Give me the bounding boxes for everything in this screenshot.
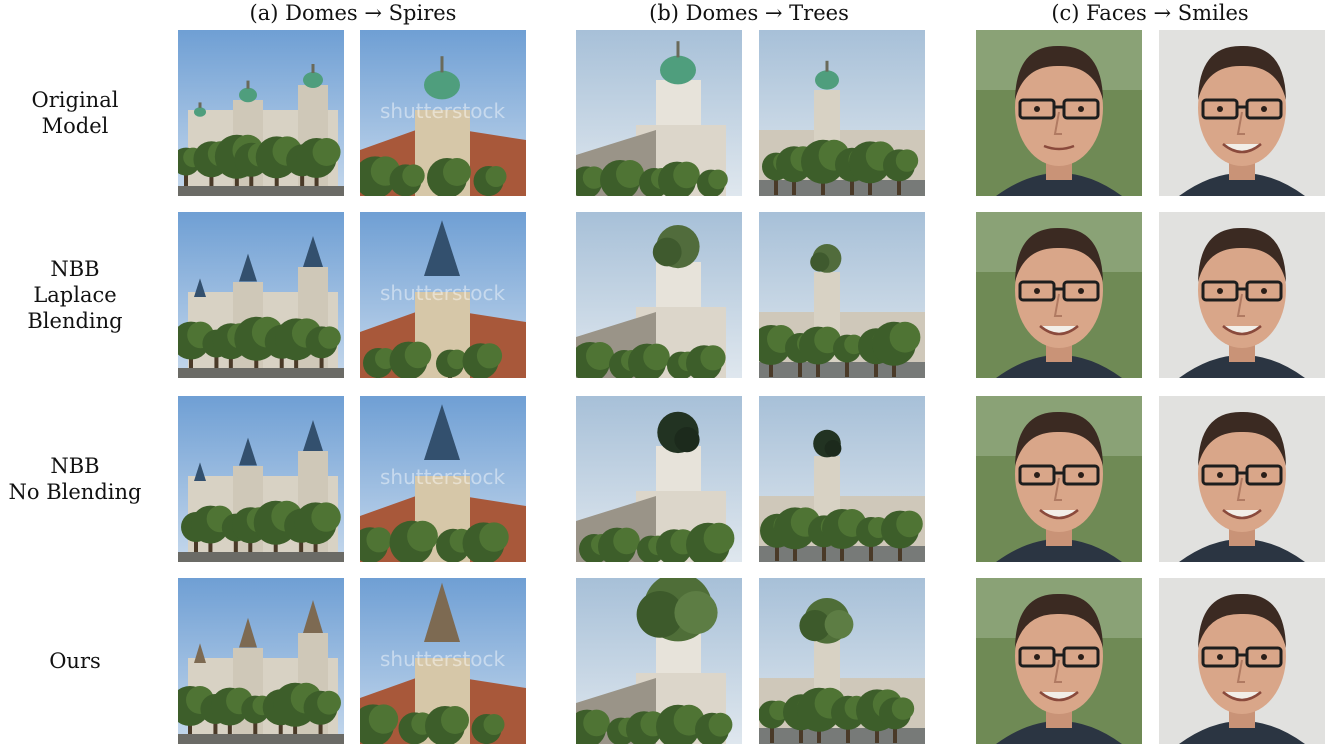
row-label-nbb-no-blending: NBB No Blending — [0, 396, 150, 562]
image-ours-trees-1 — [576, 578, 742, 744]
column-title-faces-smiles: (c) Faces → Smiles — [1051, 1, 1249, 25]
image-nbb-noblend-trees-2 — [759, 396, 925, 562]
image-nbb-noblend-trees-1 — [576, 396, 742, 562]
svg-text:shutterstock: shutterstock — [380, 465, 505, 489]
image-ours-smiles-1 — [976, 578, 1142, 744]
image-ours-trees-2 — [759, 578, 925, 744]
image-original-trees-1 — [576, 30, 742, 196]
row-label-line: Laplace — [33, 283, 117, 307]
row-label-line: Ours — [49, 649, 101, 673]
svg-text:shutterstock: shutterstock — [380, 647, 505, 671]
row-label-ours: Ours — [0, 578, 150, 744]
image-nbb-laplace-trees-1 — [576, 212, 742, 378]
image-ours-spires-2: shutterstock — [360, 578, 526, 744]
row-label-line: NBB — [50, 454, 100, 478]
image-original-smiles-1 — [976, 30, 1142, 196]
row-label-line: Blending — [27, 309, 123, 333]
column-title-domes-spires: (a) Domes → Spires — [249, 1, 457, 25]
image-nbb-noblend-spires-2: shutterstock — [360, 396, 526, 562]
row-label-line: NBB — [50, 257, 100, 281]
svg-text:shutterstock: shutterstock — [380, 281, 505, 305]
image-nbb-noblend-spires-1 — [178, 396, 344, 562]
image-original-spires-2: shutterstock — [360, 30, 526, 196]
image-original-spires-1 — [178, 30, 344, 196]
image-ours-smiles-2 — [1159, 578, 1325, 744]
image-nbb-noblend-smiles-1 — [976, 396, 1142, 562]
image-ours-spires-1 — [178, 578, 344, 744]
image-original-trees-2 — [759, 30, 925, 196]
column-title-domes-trees: (b) Domes → Trees — [649, 1, 849, 25]
image-nbb-laplace-smiles-1 — [976, 212, 1142, 378]
image-original-smiles-2 — [1159, 30, 1325, 196]
image-nbb-laplace-spires-1 — [178, 212, 344, 378]
row-label-line: Original Model — [31, 87, 119, 138]
image-nbb-laplace-trees-2 — [759, 212, 925, 378]
row-label-original-model: Original Model — [0, 31, 150, 194]
image-nbb-laplace-spires-2: shutterstock — [360, 212, 526, 378]
svg-text:shutterstock: shutterstock — [380, 99, 505, 123]
row-label-nbb-laplace: NBB Laplace Blending — [0, 212, 150, 378]
image-nbb-noblend-smiles-2 — [1159, 396, 1325, 562]
row-label-line: No Blending — [8, 480, 142, 504]
image-nbb-laplace-smiles-2 — [1159, 212, 1325, 378]
